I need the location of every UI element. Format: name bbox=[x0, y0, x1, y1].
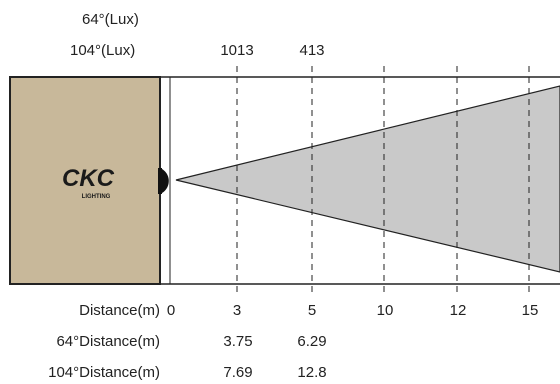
logo-subbrand: LIGHTING bbox=[82, 194, 111, 200]
beam64-row-label: 64°Distance(m) bbox=[56, 333, 160, 350]
distance-tick-3: 3 bbox=[232, 302, 242, 319]
ckc-logo: CKC LIGHTING bbox=[62, 165, 115, 200]
distance-tick-5: 5 bbox=[307, 302, 317, 319]
fixture-lens bbox=[160, 168, 169, 194]
fixture-lens-base bbox=[158, 168, 162, 194]
distance-tick-12: 12 bbox=[449, 302, 467, 319]
beam64-lux-label: 64°(Lux) bbox=[82, 11, 139, 28]
distance-row-label: Distance(m) bbox=[79, 302, 160, 319]
distance-tick-0: 0 bbox=[166, 302, 176, 319]
distance-tick-15: 15 bbox=[521, 302, 539, 319]
beam104-lux-label: 104°(Lux) bbox=[70, 42, 136, 59]
distance-tick-10: 10 bbox=[376, 302, 394, 319]
logo-brand: CKC bbox=[62, 165, 115, 192]
lux-value-3m: 1013 bbox=[220, 42, 254, 59]
beam104-row-label: 104°Distance(m) bbox=[48, 364, 160, 381]
beam64-value-5m: 6.29 bbox=[297, 333, 327, 350]
beam64-value-3m: 3.75 bbox=[223, 333, 253, 350]
lux-value-5m: 413 bbox=[299, 42, 325, 59]
beam104-value-5m: 12.8 bbox=[297, 364, 327, 381]
beam104-value-3m: 7.69 bbox=[223, 364, 253, 381]
light-beam bbox=[175, 85, 560, 273]
